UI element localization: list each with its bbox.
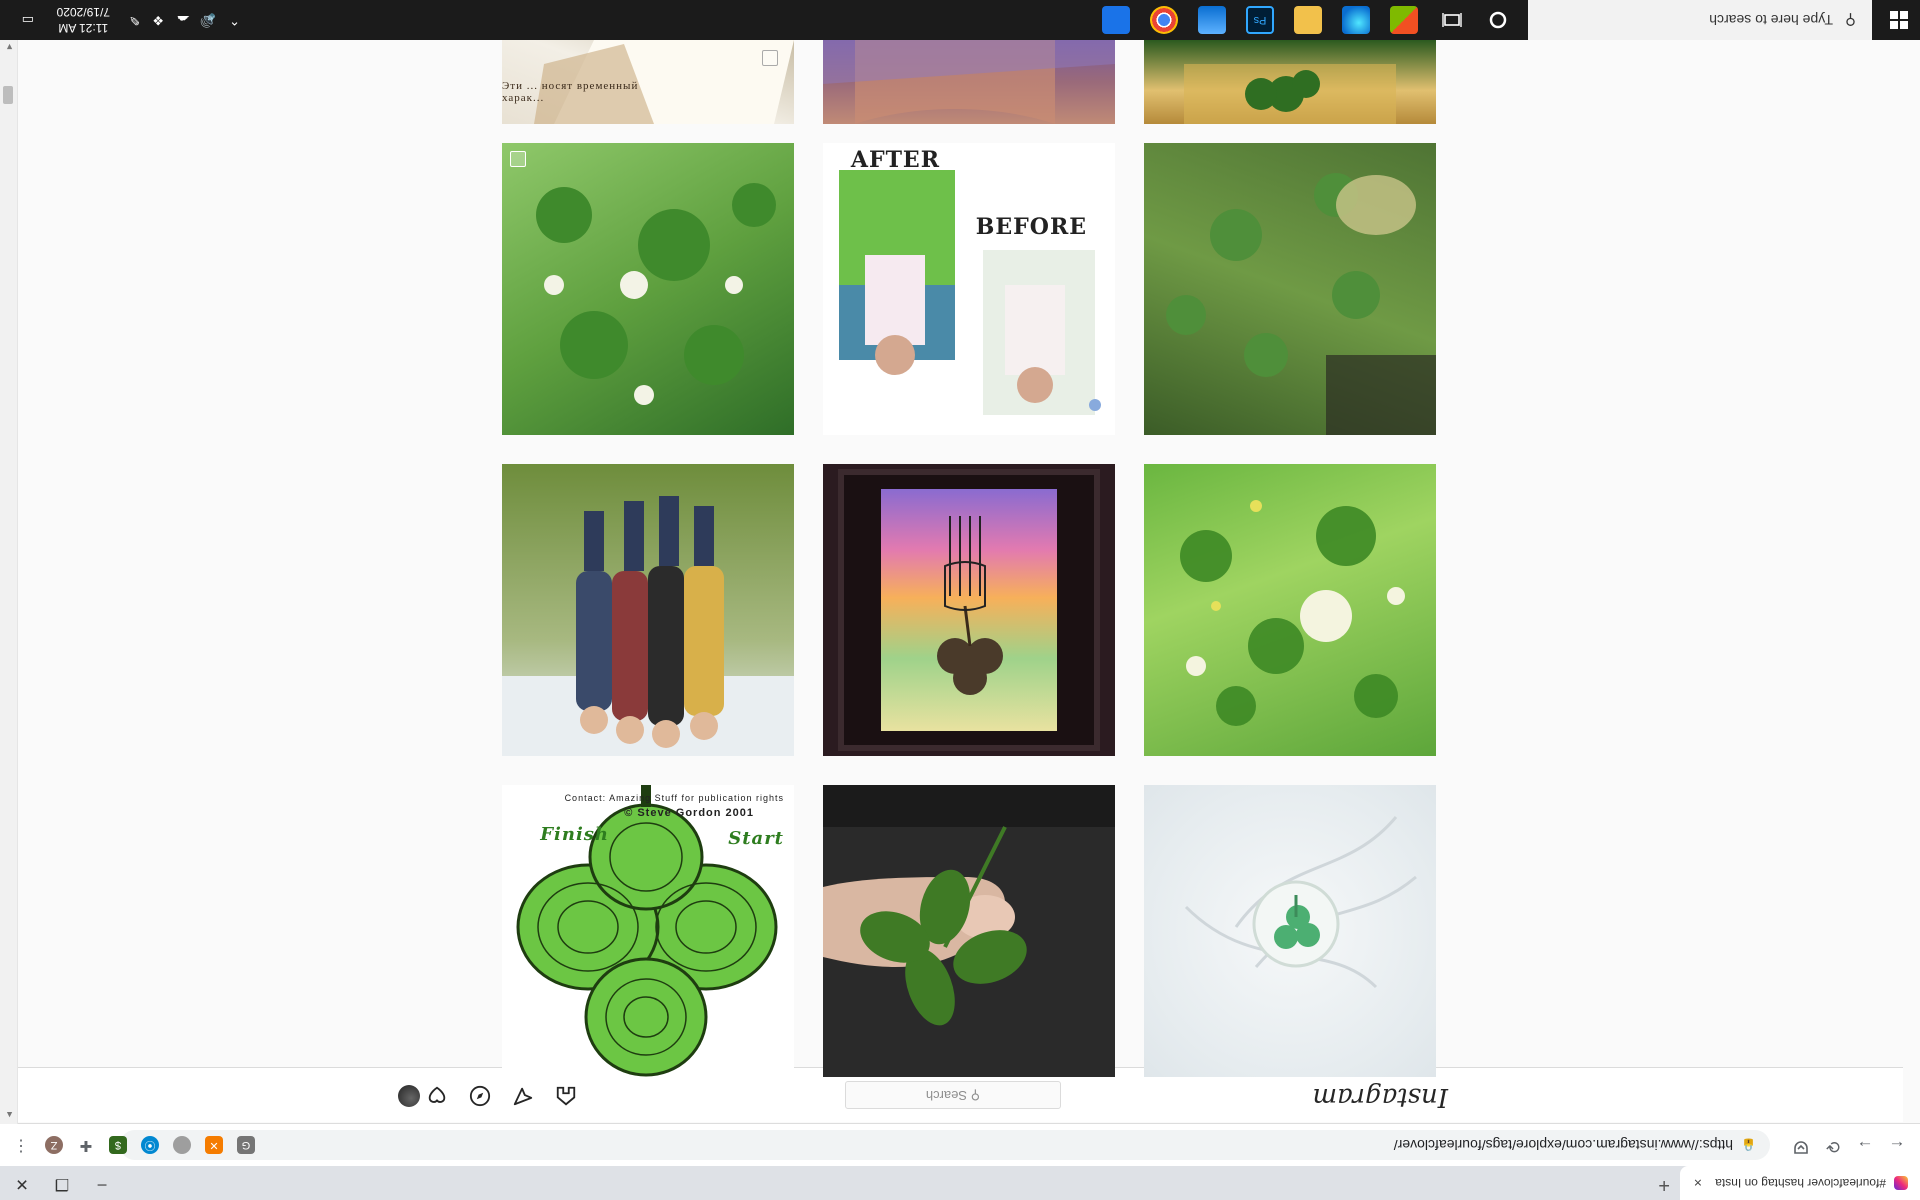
notification-icon[interactable]: ▭ xyxy=(21,13,34,28)
cortana-icon[interactable] xyxy=(1484,6,1512,34)
lock-icon: 🔒 xyxy=(1741,1138,1756,1152)
maximize-button[interactable]: ❐ xyxy=(54,1175,70,1192)
instagram-logo[interactable]: Instagram xyxy=(1312,1082,1448,1112)
windows-start-icon[interactable] xyxy=(1890,11,1908,29)
profile-avatar[interactable]: Z xyxy=(45,1136,63,1154)
instagram-header: Instagram ⚲ Search xyxy=(0,1067,1903,1122)
url-text: https://www.instagram.com/explore/tags/f… xyxy=(1393,1137,1734,1153)
store-icon[interactable] xyxy=(1390,6,1418,34)
back-button[interactable]: ← xyxy=(1888,1137,1906,1156)
browser-tab[interactable]: #fourleafclover hashtag on Insta × xyxy=(1680,1166,1920,1200)
menu-icon[interactable]: ⋮ xyxy=(13,1137,29,1154)
post-tile-clover-watercolor-frame[interactable] xyxy=(823,464,1115,756)
tab-title: #fourleafclover hashtag on Insta xyxy=(1715,1176,1886,1190)
dropbox-icon[interactable]: ❖ xyxy=(152,13,164,28)
post-tile-clover-patch-dirt[interactable] xyxy=(1144,143,1436,435)
ext-g-icon[interactable]: G xyxy=(237,1136,255,1154)
minimize-button[interactable]: – xyxy=(97,1177,107,1194)
clock-time: 11:21 AM xyxy=(58,21,109,35)
maze-start-label: Start xyxy=(728,828,784,849)
activity-icon[interactable] xyxy=(424,1083,450,1109)
post-tile-hand-and-clover[interactable] xyxy=(823,40,1115,124)
puzzle-icon[interactable]: ✚ xyxy=(79,1137,93,1154)
clock-date: 7/19/2020 xyxy=(56,5,110,19)
search-placeholder: Search xyxy=(925,1088,968,1103)
maze-credit-text: © Steve Gordon 2001 xyxy=(624,807,754,819)
search-icon: ⚲ xyxy=(967,1088,981,1103)
onedrive-icon[interactable] xyxy=(1198,6,1226,34)
close-window-button[interactable]: ✕ xyxy=(15,1175,29,1192)
post-tile-clover-field-white-flowers[interactable] xyxy=(1144,464,1436,756)
onedrive-tray-icon[interactable]: ☁ xyxy=(177,13,190,28)
ext-circle-icon[interactable] xyxy=(173,1136,191,1154)
pen-icon[interactable]: ✎ xyxy=(129,13,140,28)
page-scrollbar[interactable]: ▲ ▼ xyxy=(0,38,18,1124)
post-tile-clover-finger[interactable] xyxy=(823,785,1115,1077)
taskbar-clock[interactable]: 11:21 AM 7/19/2020 xyxy=(57,4,110,36)
explore-icon[interactable] xyxy=(467,1083,493,1109)
scroll-up-icon[interactable]: ▲ xyxy=(5,1110,14,1120)
home-icon[interactable] xyxy=(553,1083,579,1109)
before-label: BEFORE xyxy=(975,214,1087,240)
scroll-down-icon[interactable]: ▼ xyxy=(5,42,14,52)
post-tile-russian-text-note[interactable]: Эти ... носят временный харак... xyxy=(502,40,794,124)
new-tab-button[interactable]: + xyxy=(1658,1174,1670,1196)
volume-icon[interactable]: 🔊 xyxy=(199,13,216,28)
after-label: AFTER xyxy=(850,147,940,173)
post-tile-friends-hugging[interactable] xyxy=(502,464,794,756)
maze-finish-label: Finish xyxy=(540,824,609,845)
profile-icon[interactable] xyxy=(398,1085,420,1107)
windows-taskbar: ⚲ Type here to search Ps ⌃ 🔊 ☁ ❖ ✎ 11:21… xyxy=(0,0,1920,40)
post-tile-sticky-clover[interactable] xyxy=(1144,785,1436,1077)
settings-icon[interactable] xyxy=(1102,6,1130,34)
post-tile-before-after-girl[interactable]: BEFORE AFTER xyxy=(823,143,1115,435)
scrollbar-thumb[interactable] xyxy=(3,86,13,104)
ext-blue-icon[interactable]: ⦿ xyxy=(141,1136,159,1154)
photoshop-icon[interactable]: Ps xyxy=(1246,6,1274,34)
instagram-search-input[interactable]: ⚲ Search xyxy=(845,1081,1061,1109)
post-tile-clover-gold-frame[interactable] xyxy=(1144,40,1436,124)
post-tile-clover-maze[interactable]: Start Finish © Steve Gordon 2001 Contact… xyxy=(502,785,794,1077)
tab-close-button[interactable]: × xyxy=(1693,1175,1702,1191)
taskbar-search-box[interactable]: ⚲ Type here to search xyxy=(1528,0,1872,40)
multi-select-checkbox[interactable] xyxy=(762,50,778,66)
forward-button[interactable]: → xyxy=(1856,1137,1874,1156)
browser-toolbar: ← → ⟳ 🔒 https://www.instagram.com/explor… xyxy=(0,1123,1920,1166)
pocket-icon[interactable] xyxy=(1788,1137,1814,1156)
address-bar[interactable]: 🔒 https://www.instagram.com/explore/tags… xyxy=(120,1130,1770,1160)
direct-icon[interactable] xyxy=(510,1083,536,1109)
edge-icon[interactable] xyxy=(1342,6,1370,34)
russian-note-text: Эти ... носят временный харак... xyxy=(502,80,639,104)
reload-button[interactable]: ⟳ xyxy=(1825,1137,1841,1156)
multi-select-checkbox[interactable] xyxy=(510,151,526,167)
taskview-icon[interactable] xyxy=(1438,6,1466,34)
file-explorer-icon[interactable] xyxy=(1294,6,1322,34)
ext-dollar-icon[interactable]: $ xyxy=(109,1136,127,1154)
browser-tab-strip: #fourleafclover hashtag on Insta × + – ❐… xyxy=(0,1166,1920,1200)
instagram-favicon-icon xyxy=(1894,1176,1908,1190)
tray-chevron-icon[interactable]: ⌃ xyxy=(229,13,240,28)
search-icon: ⚲ xyxy=(1845,11,1856,28)
ext-x-icon[interactable]: ✕ xyxy=(205,1136,223,1154)
chrome-icon[interactable] xyxy=(1150,6,1178,34)
post-tile-clover-patch-green[interactable] xyxy=(502,143,794,435)
maze-credit-note: Contact: Amazing Stuff for publication r… xyxy=(564,793,784,803)
taskbar-search-placeholder: Type here to search xyxy=(1709,12,1833,28)
